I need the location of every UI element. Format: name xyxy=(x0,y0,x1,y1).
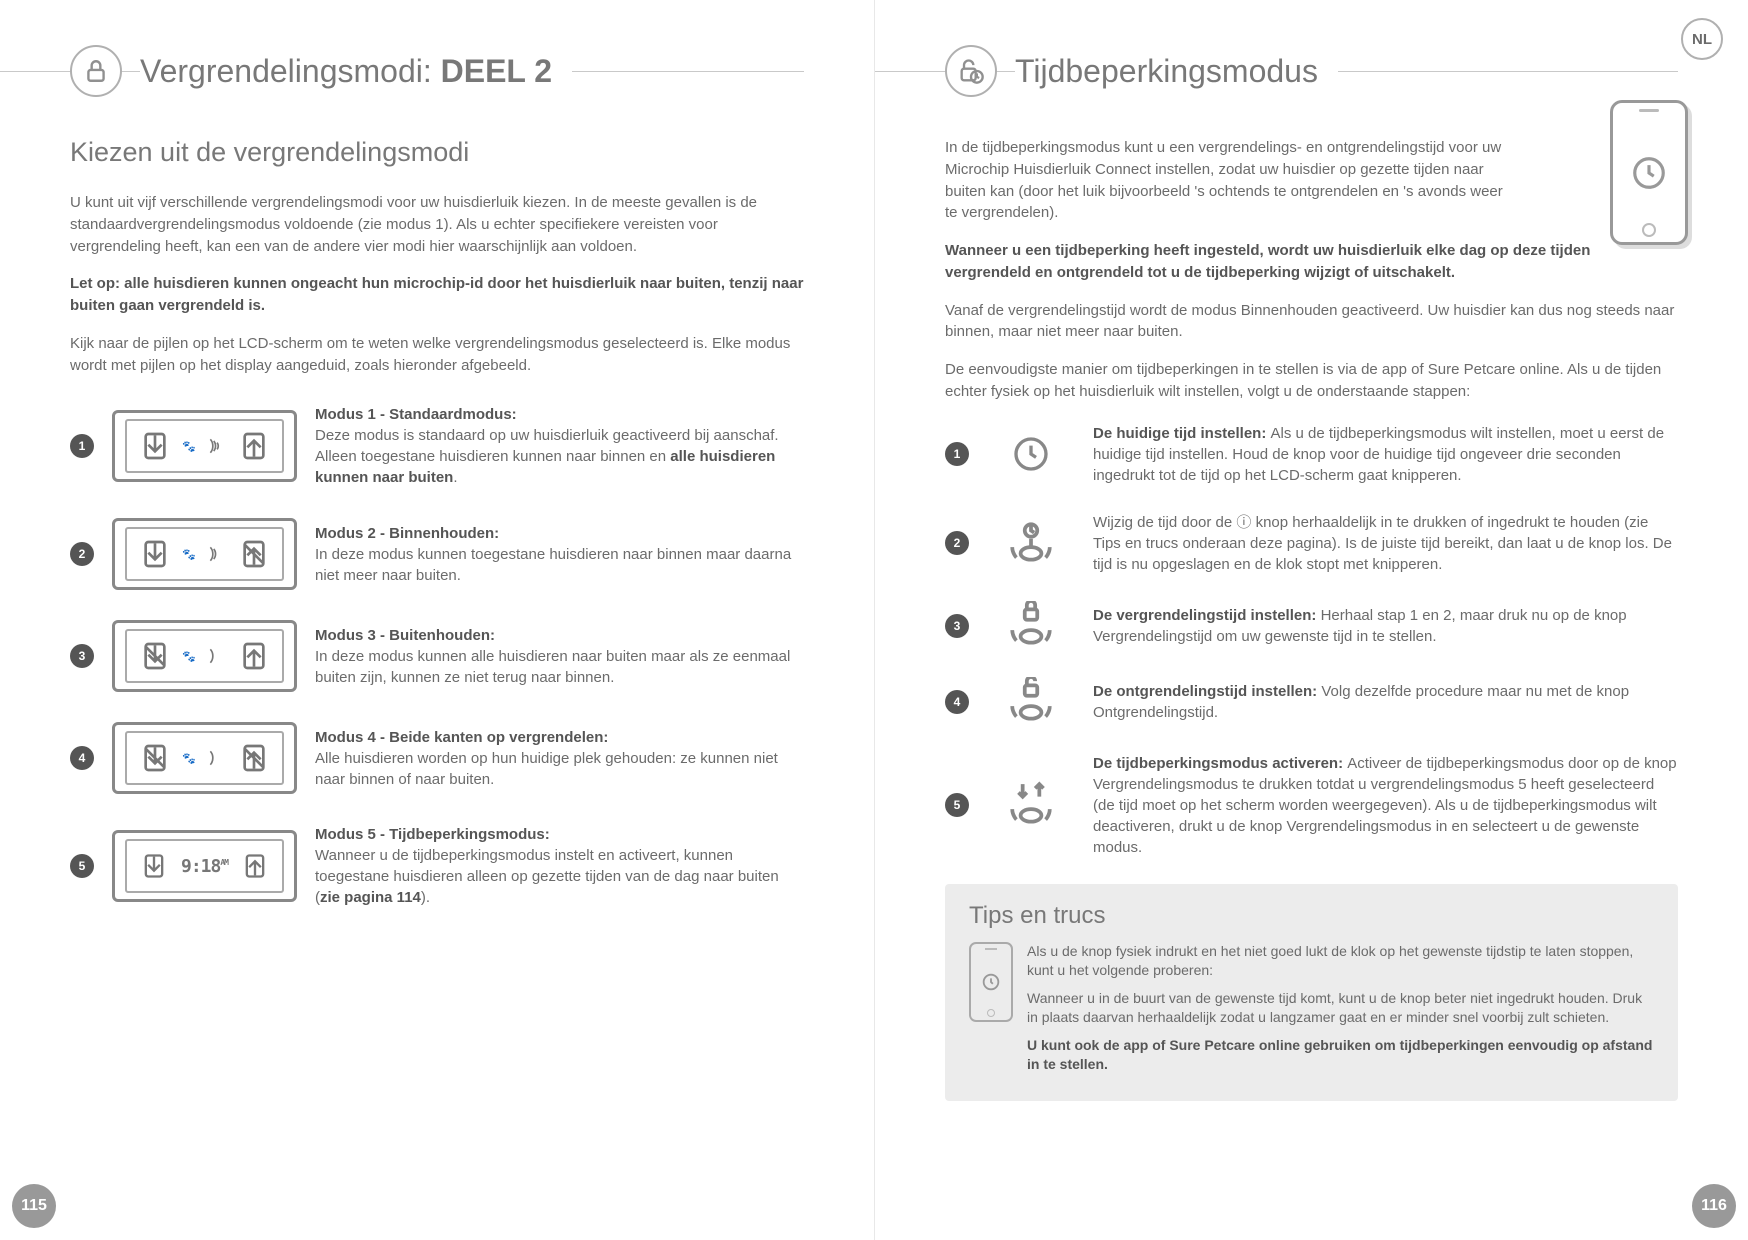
step-desc: De huidige tijd instellen: Als u de tijd… xyxy=(1093,423,1678,486)
spread: Vergrendelingsmodi: DEEL 2 Kiezen uit de… xyxy=(0,0,1748,1240)
tips-p3: U kunt ook de app of Sure Petcare online… xyxy=(1027,1036,1654,1075)
mode-row-3: 3 🐾 Modus 3 - Buitenhouden: In deze modu… xyxy=(70,620,804,692)
step-5: 5 De tijdbeperkingsmodus activeren: Acti… xyxy=(945,753,1678,858)
intro-2-bold: Let op: alle huisdieren kunnen ongeacht … xyxy=(70,275,803,314)
mode-num: 2 xyxy=(70,542,94,566)
mode-title: Modus 2 - Binnenhouden: xyxy=(315,525,499,542)
mode-desc-3: Modus 3 - Buitenhouden: In deze modus ku… xyxy=(315,625,804,688)
mode-desc-1: Modus 1 - Standaardmodus: Deze modus is … xyxy=(315,404,804,488)
steps: 1 De huidige tijd instellen: Als u de ti… xyxy=(945,423,1678,858)
step-num: 4 xyxy=(945,690,969,714)
mode-text-bold: zie pagina 114 xyxy=(320,889,421,906)
clock-icon xyxy=(991,434,1071,474)
mode-row-5: 5 9:18AM Modus 5 - Tijdbeperkingsmodus: … xyxy=(70,824,804,908)
mode-text-post: . xyxy=(453,469,457,486)
press-clock-icon xyxy=(991,518,1071,568)
mode-list: 1 🐾 Modus 1 - Standaardmodus: Deze modus… xyxy=(70,404,804,908)
r-intro-4: De eenvoudigste manier om tijdbeperkinge… xyxy=(945,359,1678,403)
step-num: 2 xyxy=(945,531,969,555)
tips-p3-bold: U kunt ook de app of Sure Petcare online… xyxy=(1027,1037,1652,1073)
step-1: 1 De huidige tijd instellen: Als u de ti… xyxy=(945,423,1678,486)
press-lock-icon xyxy=(991,601,1071,651)
lcd-mode-5: 9:18AM xyxy=(112,830,297,902)
mode-title: Modus 4 - Beide kanten op vergrendelen: xyxy=(315,729,608,746)
r-intro-1: In de tijdbeperkingsmodus kunt u een ver… xyxy=(945,137,1505,224)
mode-title: Modus 1 - Standaardmodus: xyxy=(315,406,517,423)
tips-p1: Als u de knop fysiek indrukt en het niet… xyxy=(1027,942,1654,981)
mode-desc-4: Modus 4 - Beide kanten op vergrendelen: … xyxy=(315,727,804,790)
mode-num: 5 xyxy=(70,854,94,878)
mode-text: Alle huisdieren worden op hun huidige pl… xyxy=(315,750,778,788)
step-desc: De vergrendelingstijd instellen: Herhaal… xyxy=(1093,605,1678,647)
mode-text: In deze modus kunnen toegestane huisdier… xyxy=(315,546,791,584)
tips-text: Als u de knop fysiek indrukt en het niet… xyxy=(1027,942,1654,1084)
step-num: 3 xyxy=(945,614,969,638)
left-header: Vergrendelingsmodi: DEEL 2 xyxy=(70,45,804,97)
step-desc: Wijzig de tijd door de ⓘ knop herhaaldel… xyxy=(1093,512,1678,575)
title-prefix: Vergrendelingsmodi: xyxy=(140,53,441,89)
mode-title: Modus 5 - Tijdbeperkingsmodus: xyxy=(315,826,550,843)
title-bold: DEEL 2 xyxy=(441,53,552,89)
step-text: Wijzig de tijd door de ⓘ knop herhaaldel… xyxy=(1093,514,1672,573)
lock-icon xyxy=(70,45,122,97)
lcd-mode-3: 🐾 xyxy=(112,620,297,692)
step-desc: De tijdbeperkingsmodus activeren: Active… xyxy=(1093,753,1678,858)
tips-p2: Wanneer u in de buurt van de gewenste ti… xyxy=(1027,989,1654,1028)
tips-box: Tips en trucs Als u de knop fysiek indru… xyxy=(945,884,1678,1102)
right-header: Tijdbeperkingsmodus xyxy=(945,45,1678,97)
mode-num: 4 xyxy=(70,746,94,770)
step-4: 4 De ontgrendelingstijd instellen: Volg … xyxy=(945,677,1678,727)
lcd-mode-2: 🐾 xyxy=(112,518,297,590)
step-desc: De ontgrendelingstijd instellen: Volg de… xyxy=(1093,681,1678,723)
phone-illustration xyxy=(1610,100,1688,245)
step-bold: De vergrendelingstijd instellen: xyxy=(1093,607,1321,624)
lock-clock-icon xyxy=(945,45,997,97)
tips-title: Tips en trucs xyxy=(969,902,1654,930)
mode-desc-2: Modus 2 - Binnenhouden: In deze modus ku… xyxy=(315,523,804,586)
step-2: 2 Wijzig de tijd door de ⓘ knop herhaald… xyxy=(945,512,1678,575)
step-bold: De ontgrendelingstijd instellen: xyxy=(1093,683,1321,700)
mode-num: 3 xyxy=(70,644,94,668)
lcd-mode-4: 🐾 xyxy=(112,722,297,794)
step-bold: De tijdbeperkingsmodus activeren: xyxy=(1093,755,1347,772)
right-page: NL Tijdbeperkingsmodus In de tijdbeperki… xyxy=(874,0,1748,1240)
step-3: 3 De vergrendelingstijd instellen: Herha… xyxy=(945,601,1678,651)
r-intro-2-bold: Wanneer u een tijdbeperking heeft ingest… xyxy=(945,242,1590,281)
mode-row-4: 4 🐾 Modus 4 - Beide kanten op vergrendel… xyxy=(70,722,804,794)
mode-text: In deze modus kunnen alle huisdieren naa… xyxy=(315,648,790,686)
step-num: 1 xyxy=(945,442,969,466)
intro-1: U kunt uit vijf verschillende vergrendel… xyxy=(70,192,804,257)
intro-3: Kijk naar de pijlen op het LCD-scherm om… xyxy=(70,333,804,377)
tips-row: Als u de knop fysiek indrukt en het niet… xyxy=(969,942,1654,1084)
lcd-mode-1: 🐾 xyxy=(112,410,297,482)
mode-row-2: 2 🐾 Modus 2 - Binnenhouden: In deze modu… xyxy=(70,518,804,590)
step-num: 5 xyxy=(945,793,969,817)
mode-row-1: 1 🐾 Modus 1 - Standaardmodus: Deze modus… xyxy=(70,404,804,488)
mode-title: Modus 3 - Buitenhouden: xyxy=(315,627,495,644)
page-number-left: 115 xyxy=(12,1184,56,1228)
press-unlock-icon xyxy=(991,677,1071,727)
step-bold: De huidige tijd instellen: xyxy=(1093,425,1271,442)
mode-text-post: ). xyxy=(421,889,430,906)
mode-num: 1 xyxy=(70,434,94,458)
left-page: Vergrendelingsmodi: DEEL 2 Kiezen uit de… xyxy=(0,0,874,1240)
page-number-right: 116 xyxy=(1692,1184,1736,1228)
press-arrows-icon xyxy=(991,780,1071,830)
r-intro-2: Wanneer u een tijdbeperking heeft ingest… xyxy=(945,240,1678,284)
left-header-title: Vergrendelingsmodi: DEEL 2 xyxy=(140,53,572,90)
nl-badge: NL xyxy=(1681,18,1723,60)
intro-2: Let op: alle huisdieren kunnen ongeacht … xyxy=(70,273,804,317)
mode-desc-5: Modus 5 - Tijdbeperkingsmodus: Wanneer u… xyxy=(315,824,804,908)
section-heading: Kiezen uit de vergrendelingsmodi xyxy=(70,137,804,168)
tips-phone-icon xyxy=(969,942,1013,1084)
right-header-title: Tijdbeperkingsmodus xyxy=(1015,53,1338,90)
r-intro-3: Vanaf de vergrendelingstijd wordt de mod… xyxy=(945,300,1678,344)
